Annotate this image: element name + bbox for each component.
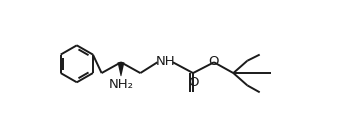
Polygon shape	[118, 62, 125, 76]
Text: NH₂: NH₂	[108, 78, 133, 91]
Text: NH: NH	[155, 55, 175, 68]
Text: O: O	[209, 55, 219, 68]
Text: O: O	[189, 76, 199, 89]
